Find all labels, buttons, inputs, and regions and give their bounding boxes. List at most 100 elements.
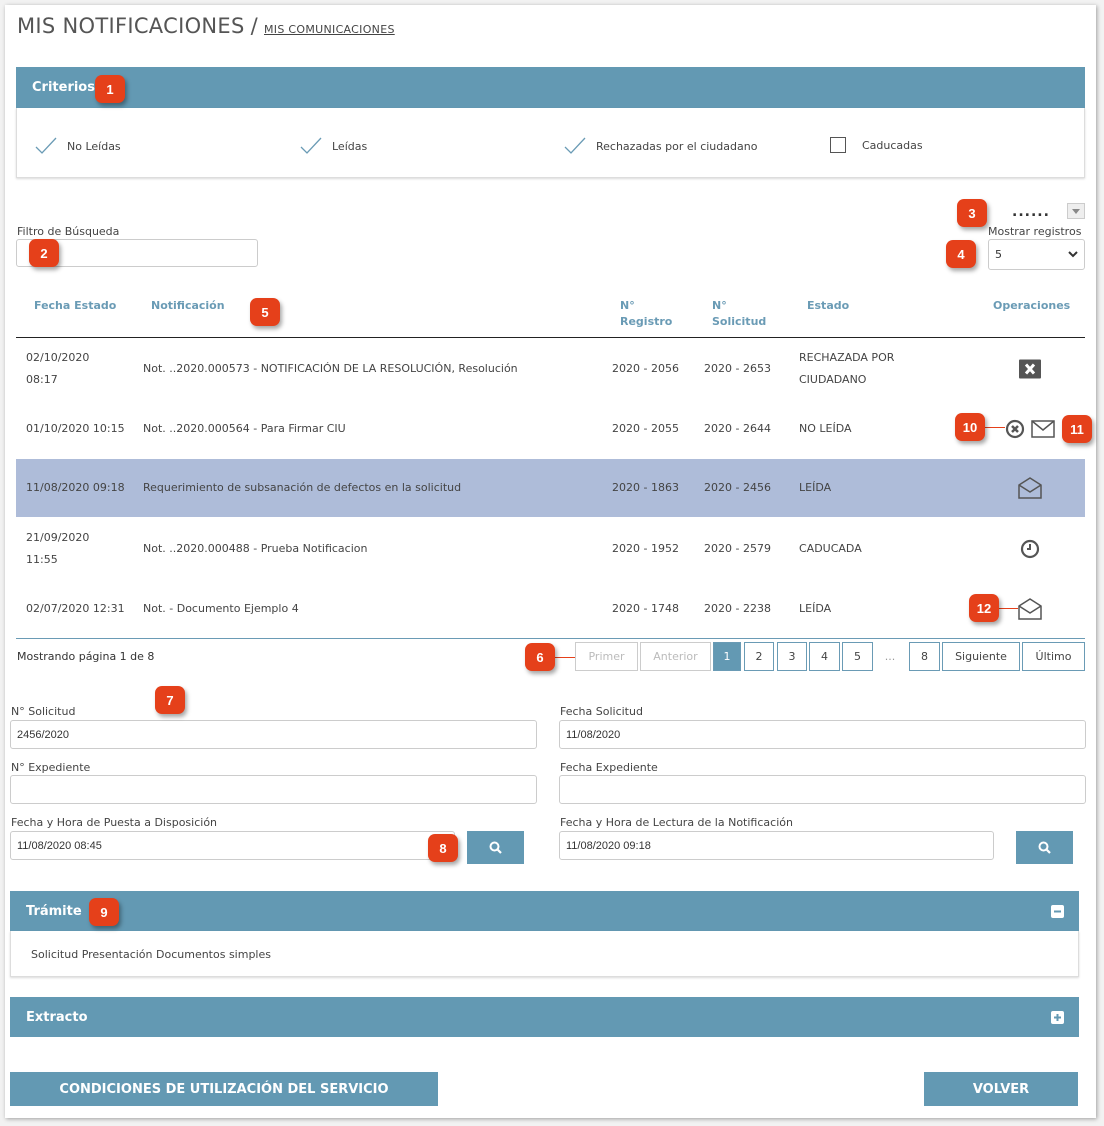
criterio-caducadas[interactable]: Caducadas — [830, 137, 923, 153]
annotation-badge: 12 — [969, 594, 999, 622]
page-4-button[interactable]: 4 — [809, 642, 840, 671]
fecha-cell: 11/08/2020 09:18 — [26, 481, 125, 494]
column-options-dots[interactable]: ...... — [1012, 204, 1050, 220]
annotation-badge: 8 — [428, 834, 458, 862]
fecha-solicitud-field[interactable] — [559, 720, 1086, 749]
table-row[interactable]: 21/09/2020 11:55 Not. ..2020.000488 - Pru… — [16, 519, 1085, 579]
tramite-body: Solicitud Presentación Documentos simple… — [10, 931, 1079, 977]
filter-label: Filtro de Búsqueda — [17, 225, 120, 238]
estado-cell: NO LEÍDA — [799, 421, 852, 435]
check-icon — [35, 137, 57, 154]
registro-cell: 2020 - 2055 — [612, 421, 679, 435]
table-row[interactable]: 02/07/2020 12:31 Not. - Documento Ejemplo… — [16, 580, 1085, 637]
checkbox-unchecked[interactable] — [830, 137, 846, 153]
page-title: MIS NOTIFICACIONES / MIS COMUNICACIONES — [17, 14, 395, 38]
th-registro[interactable]: N° Registro — [620, 299, 673, 328]
operations-cell — [1001, 359, 1059, 379]
criterio-rechazadas[interactable]: Rechazadas por el ciudadano — [564, 137, 757, 155]
records-select[interactable]: 5 — [988, 239, 1085, 270]
expediente-label: N° Expediente — [11, 761, 91, 774]
th-solicitud[interactable]: N° Solicitud — [712, 299, 767, 328]
th-notificacion[interactable]: Notificación — [151, 299, 225, 312]
solicitud-cell: 2020 - 2456 — [704, 481, 771, 494]
expand-plus-icon[interactable] — [1051, 1010, 1064, 1024]
estado-cell: LEÍDA — [799, 481, 832, 494]
criterios-header: Criterios — [16, 67, 1085, 108]
th-estado[interactable]: Estado — [807, 299, 850, 312]
estado-cell: RECHAZADA POR CIUDADANO — [799, 351, 895, 386]
th-operaciones: Operaciones — [993, 299, 1071, 312]
puesta-search-button[interactable] — [467, 831, 524, 864]
lectura-search-button[interactable] — [1016, 831, 1073, 864]
th-fecha[interactable]: Fecha Estado — [34, 299, 117, 312]
operations-cell — [1001, 419, 1059, 439]
search-icon — [489, 841, 502, 854]
annotation-badge: 7 — [155, 686, 185, 714]
collapse-minus-icon[interactable] — [1051, 904, 1064, 918]
puesta-label: Fecha y Hora de Puesta a Disposición — [11, 816, 218, 829]
fecha-solicitud-label: Fecha Solicitud — [560, 705, 643, 718]
solicitud-field[interactable] — [10, 720, 537, 749]
header-divider — [16, 337, 1085, 338]
annotation-badge: 2 — [29, 239, 59, 267]
solicitud-cell: 2020 - 2579 — [704, 542, 771, 555]
check-icon — [300, 137, 322, 154]
page-2-button[interactable]: 2 — [744, 642, 774, 671]
page-prev-button[interactable]: Anterior — [640, 642, 711, 671]
criterio-no-leidas[interactable]: No Leídas — [35, 137, 121, 155]
pagination-status: Mostrando página 1 de 8 — [17, 650, 155, 663]
fecha-expediente-label: Fecha Expediente — [560, 761, 658, 774]
solicitud-label: N° Solicitud — [11, 705, 76, 718]
notificacion-cell: Not. ..2020.000488 - Prueba Notificacion — [143, 542, 368, 555]
search-icon — [1038, 841, 1051, 854]
back-button[interactable]: VOLVER — [924, 1072, 1078, 1106]
column-options-dropdown[interactable] — [1067, 203, 1085, 219]
mis-comunicaciones-link[interactable]: MIS COMUNICACIONES — [264, 23, 395, 36]
notificacion-cell: Not. ..2020.000564 - Para Firmar CIU — [143, 421, 346, 435]
tramite-header[interactable]: Trámite — [10, 891, 1079, 931]
table-row[interactable]: 02/10/2020 08:17 Not. ..2020.000573 - NOT… — [16, 340, 1085, 398]
fecha-cell: 21/09/2020 11:55 — [26, 531, 90, 566]
table-row[interactable]: 01/10/2020 10:15 Not. ..2020.000564 - Par… — [16, 400, 1085, 457]
operations-cell — [1001, 477, 1059, 499]
page-card — [5, 5, 1096, 1118]
registro-cell: 2020 - 1952 — [612, 542, 679, 555]
table-bottom-divider — [16, 638, 1085, 639]
fecha-cell: 02/10/2020 08:17 — [26, 351, 90, 386]
close-square-icon[interactable] — [1019, 359, 1041, 379]
extracto-header[interactable]: Extracto — [10, 997, 1079, 1037]
page-3-button[interactable]: 3 — [777, 642, 807, 671]
conditions-button[interactable]: CONDICIONES DE UTILIZACIÓN DEL SERVICIO — [10, 1072, 438, 1106]
table-row[interactable]: 11/08/2020 09:18 Requerimiento de subsana… — [16, 459, 1085, 517]
page-first-button[interactable]: Primer — [575, 642, 638, 671]
lectura-field[interactable] — [559, 831, 994, 860]
envelope-open-icon[interactable] — [1018, 597, 1042, 620]
page-next-button[interactable]: Siguiente — [942, 642, 1020, 671]
fecha-expediente-field[interactable] — [559, 775, 1086, 804]
page-5-button[interactable]: 5 — [842, 642, 873, 671]
registro-cell: 2020 - 1748 — [612, 601, 679, 615]
fecha-cell: 02/07/2020 12:31 — [26, 601, 125, 615]
solicitud-cell: 2020 - 2644 — [704, 421, 771, 435]
puesta-field[interactable] — [10, 831, 455, 860]
registro-cell: 2020 - 1863 — [612, 481, 679, 494]
annotation-badge: 9 — [89, 898, 119, 926]
page-ellipsis: ... — [876, 642, 904, 671]
notificacion-cell: Requerimiento de subsanación de defectos… — [143, 481, 462, 494]
annotation-badge: 1 — [95, 75, 125, 103]
page-last-button[interactable]: Último — [1022, 642, 1085, 671]
reject-circle-icon[interactable] — [1005, 419, 1025, 439]
clock-icon[interactable] — [1020, 539, 1040, 559]
expediente-field[interactable] — [10, 775, 537, 804]
operations-cell — [1001, 539, 1059, 559]
solicitud-cell: 2020 - 2238 — [704, 601, 771, 615]
check-icon — [564, 137, 586, 154]
envelope-closed-icon[interactable] — [1031, 419, 1055, 438]
criterio-leidas[interactable]: Leídas — [300, 137, 367, 155]
chevron-down-icon — [1068, 251, 1078, 258]
envelope-open-icon[interactable] — [1018, 477, 1042, 499]
page-1-button[interactable]: 1 — [713, 642, 741, 671]
annotation-badge: 11 — [1062, 415, 1092, 443]
page-8-button[interactable]: 8 — [909, 642, 940, 671]
registro-cell: 2020 - 2056 — [612, 362, 679, 375]
